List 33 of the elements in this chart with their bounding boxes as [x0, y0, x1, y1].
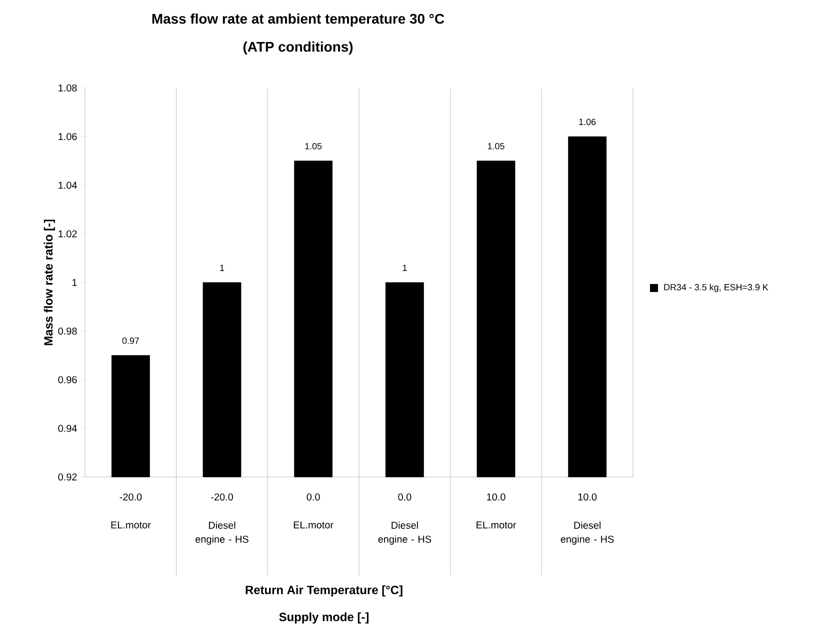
data-label: 1.05	[305, 143, 322, 150]
text: Supply mode [-]	[279, 612, 368, 624]
x-tick-label: 0.0	[398, 493, 412, 501]
y-tick-label: 0.98	[58, 328, 77, 335]
y-axis-title: Mass flow rate ratio [-]	[44, 220, 56, 346]
y-tick-label: 0.92	[58, 473, 77, 481]
data-label: 1.05	[488, 143, 504, 150]
y-tick-label: 1.08	[58, 84, 77, 92]
text: Diesel engine - HS	[378, 522, 432, 545]
x-tick-label: 0.0	[306, 493, 320, 501]
text: Diesel engine - HS	[560, 522, 614, 545]
y-tick-label: 1	[72, 279, 77, 286]
data-label: 1	[220, 264, 224, 271]
x-tick-label: -20.0	[211, 493, 233, 501]
y-tick-label: 0.94	[58, 424, 77, 432]
data-label: 0.97	[122, 338, 139, 344]
text: EL.motor	[294, 522, 334, 528]
legend-label: DR34 - 3.5 kg, ESH=3.9 K	[664, 284, 768, 292]
chart-subtitle: (ATP conditions)	[243, 41, 353, 54]
text: Return Air Temperature [°C]	[246, 585, 402, 597]
y-tick-label: 1.04	[58, 182, 77, 189]
data-label: 1.06	[579, 118, 596, 126]
x-tick-label: -20.0	[120, 493, 142, 501]
x-tick-label: 10.0	[578, 493, 597, 501]
y-tick-label: 1.02	[58, 230, 77, 238]
y-tick-label: 1.06	[58, 133, 77, 140]
text: EL.motor	[476, 522, 516, 528]
data-label: 1	[402, 264, 407, 271]
text: EL.motor	[111, 522, 151, 528]
chart-title: Mass flow rate at ambient temperature 30 °C	[152, 13, 444, 26]
x-tick-label: 10.0	[487, 493, 506, 501]
y-tick-label: 0.96	[58, 376, 77, 384]
text: Diesel engine - HS	[196, 522, 248, 545]
